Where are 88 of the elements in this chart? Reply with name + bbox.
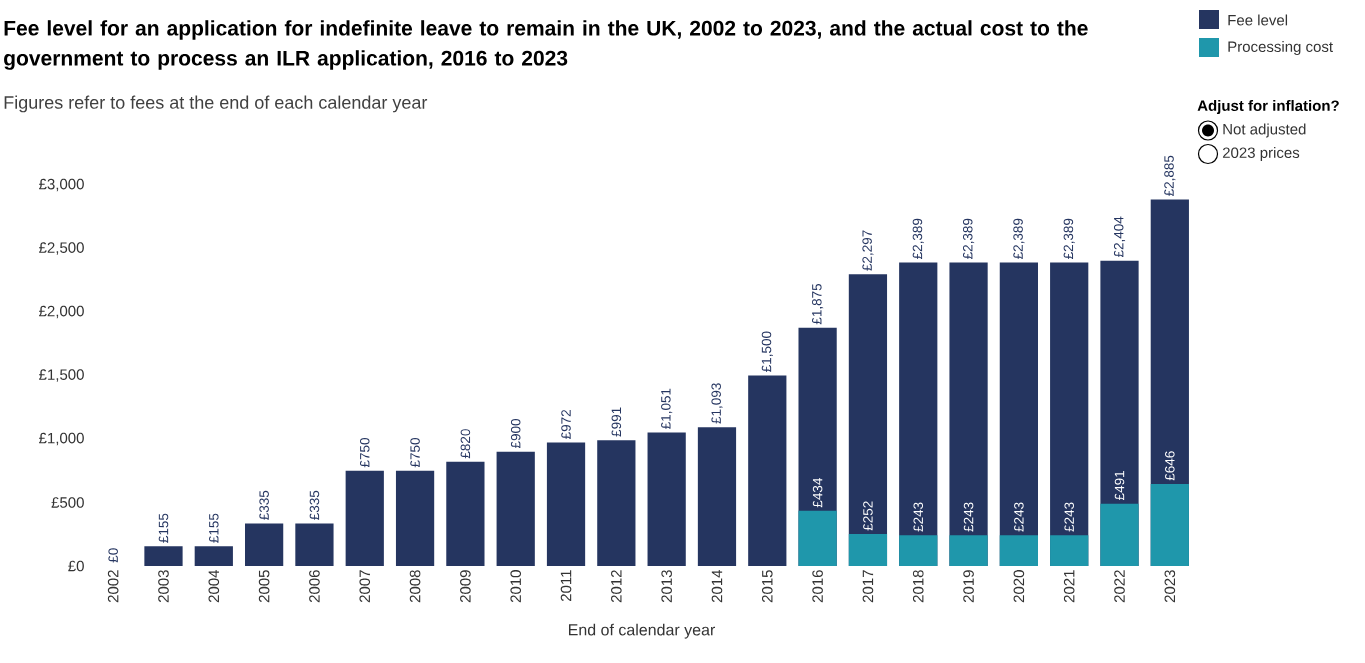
data-label: £2,389 [962,218,975,260]
x-tick-label: 2009 [460,570,471,603]
data-label: £1,500 [761,331,773,372]
x-tick-label: 2010 [510,570,522,603]
data-label: £243 [963,502,974,532]
bar [848,533,888,566]
x-tick-label: 2014 [711,569,723,603]
x-tick-label: 2021 [1063,570,1075,603]
bar [949,535,988,566]
data-label: £2,389 [1013,218,1025,260]
x-tick-label: 2022 [1114,570,1125,603]
x-tick-label: 2005 [258,570,270,603]
x-tick-label: 2017 [862,570,874,603]
data-label: £491 [1114,471,1125,501]
bar [999,535,1038,566]
data-label: £434 [812,478,823,508]
y-tick-label: £1,000 [39,432,84,446]
bar [1050,535,1089,566]
y-tick-label: £2,500 [39,242,84,255]
data-label: £750 [359,438,370,468]
data-label: £243 [913,502,924,532]
x-tick-label: 2013 [661,570,672,603]
data-label: £335 [309,490,320,520]
bar [194,546,233,566]
bar [395,470,435,566]
data-label: £2,404 [1113,216,1126,258]
legend-label: Processing cost [1228,41,1333,55]
text: Adjust for inflation? [1197,100,1339,114]
data-label: £1,875 [812,283,824,325]
data-label: £900 [510,418,521,449]
data-label: £155 [158,513,169,543]
bar [1100,503,1139,566]
data-label: £646 [1165,451,1175,481]
bar [245,523,284,566]
x-tick-label: 2003 [158,570,169,603]
y-tick-label: £1,500 [39,369,84,382]
bar [546,442,586,566]
bar [748,375,787,566]
bar [647,432,686,566]
text: Not adjusted [1223,123,1306,138]
bar [1150,483,1189,566]
bar [899,535,938,566]
bar [597,440,636,566]
x-tick-label: 2004 [208,569,220,603]
x-axis-title: End of calendar year [568,623,716,639]
bar [798,510,837,566]
x-tick-label: 2006 [309,570,320,603]
data-label: £991 [611,407,622,437]
chart-subtitle: Figures refer to fees at the end of each calendar year [4,95,428,113]
data-label: £155 [209,513,219,543]
data-label: £243 [1014,502,1024,532]
x-tick-label: 2023 [1164,570,1176,603]
bar [144,546,183,566]
data-label: £252 [863,501,873,531]
y-tick-label: £500 [51,497,84,508]
text: 2023 prices [1222,147,1300,161]
data-label: £972 [561,409,571,439]
data-label: £820 [460,429,471,459]
data-label: £750 [410,438,420,468]
x-tick-label: 2015 [761,570,773,603]
data-label: £1,093 [711,383,723,424]
data-label: £2,389 [912,218,924,260]
bar [697,427,737,566]
data-label: £2,389 [1063,218,1075,260]
chart-title: Fee level for an application for indefinite leave to remain in the UK, 2002 to 2023, and the actual cost to the government to process an ILR application, 2016 to 2023 [4,20,1088,70]
bar [345,470,384,566]
y-tick-label: £2,000 [39,305,84,319]
data-label: £2,297 [862,230,874,271]
x-tick-label: 2008 [409,570,421,603]
data-label: £335 [259,490,269,520]
bar [295,523,334,566]
x-tick-label: 2011 [560,570,572,602]
x-tick-label: 2018 [912,570,924,603]
y-tick-label: £3,000 [39,178,84,192]
x-tick-label: 2002 [107,570,119,603]
legend-label: Fee level [1228,14,1288,26]
x-tick-label: 2012 [611,570,622,603]
data-label: £2,885 [1164,155,1176,197]
x-tick-label: 2016 [812,570,823,603]
data-label: £0 [108,548,118,563]
data-label: £243 [1064,502,1074,532]
y-tick-label: £0 [68,560,84,572]
x-tick-label: 2020 [1013,570,1025,603]
x-tick-label: 2007 [359,570,371,603]
data-label: £1,051 [661,388,673,429]
bar [446,461,485,566]
bar [496,451,535,566]
x-tick-label: 2019 [963,570,974,603]
